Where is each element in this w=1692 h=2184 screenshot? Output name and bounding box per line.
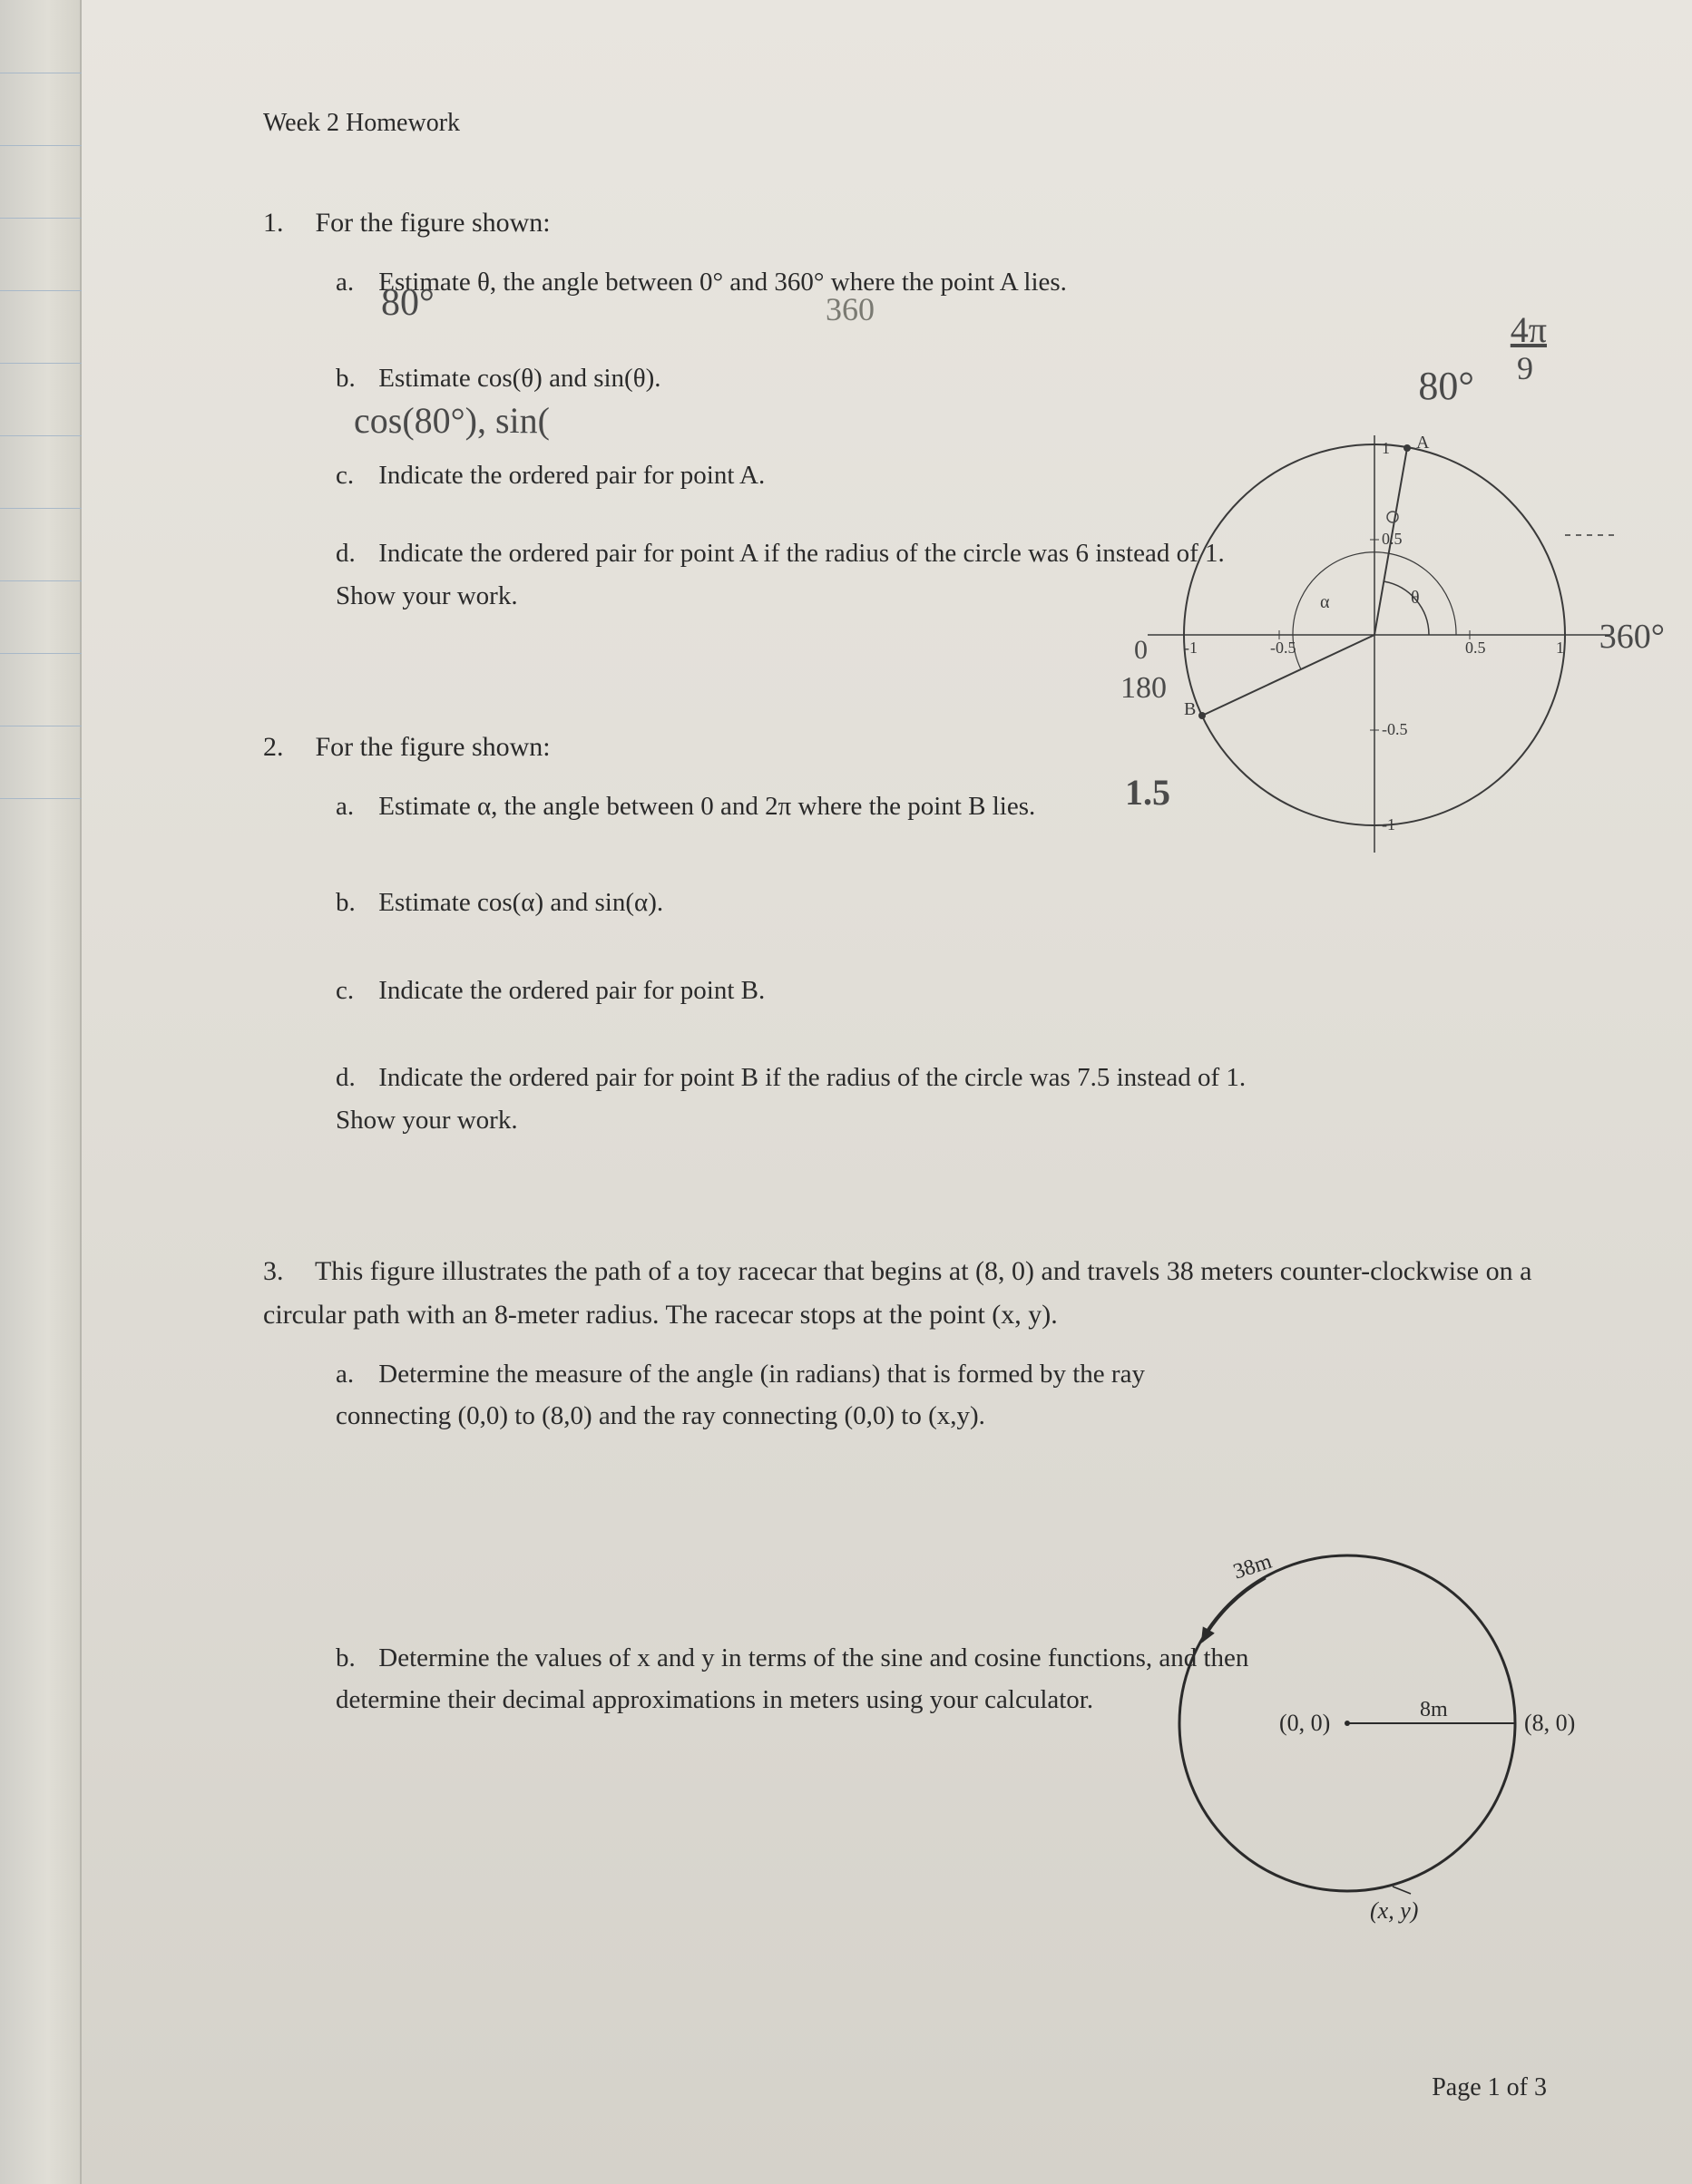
q2a-text: Estimate α, the angle between 0 and 2π w… xyxy=(378,792,1035,821)
q3a-letter: a. xyxy=(336,1353,372,1395)
q1b: b. Estimate cos(θ) and sin(θ). xyxy=(336,357,1261,399)
q3b-text: Determine the values of x and y in terms… xyxy=(336,1643,1248,1714)
svg-text:8m: 8m xyxy=(1420,1698,1448,1721)
q2c-letter: c. xyxy=(336,970,372,1011)
handwriting-80deg-2: 80° xyxy=(1418,363,1474,409)
q1-number: 1. xyxy=(263,201,308,245)
svg-text:θ: θ xyxy=(1411,588,1420,608)
unit-circle-svg: -1 -0.5 0.5 1 1 0.5 -0.5 -1 A θ B xyxy=(1120,426,1628,880)
svg-text:(x, y): (x, y) xyxy=(1370,1897,1418,1924)
svg-text:-0.5: -0.5 xyxy=(1270,639,1296,657)
ruled-lines xyxy=(0,0,82,2184)
q1d-letter: d. xyxy=(336,532,372,574)
svg-text:-1: -1 xyxy=(1382,815,1395,834)
q2-stem: For the figure shown: xyxy=(316,732,551,762)
handwriting-cos-sin: cos(80°), sin( xyxy=(354,399,550,442)
svg-text:-1: -1 xyxy=(1184,639,1198,657)
q2c-text: Indicate the ordered pair for point B. xyxy=(378,976,765,1005)
racecar-circle-figure: (0, 0) 8m (8, 0) 38m (x, y) xyxy=(1148,1524,1592,1941)
q1d-text: Indicate the ordered pair for point A if… xyxy=(336,539,1225,609)
handwriting-360: 360 xyxy=(826,290,875,328)
q2d-letter: d. xyxy=(336,1057,372,1098)
svg-text:1: 1 xyxy=(1382,439,1390,457)
svg-text:1: 1 xyxy=(1556,639,1564,657)
handwriting-9: 9 xyxy=(1517,349,1533,387)
page-title: Week 2 Homework xyxy=(263,109,1583,138)
q1b-letter: b. xyxy=(336,357,372,399)
q2d-text: Indicate the ordered pair for point B if… xyxy=(336,1063,1246,1134)
q1c-letter: c. xyxy=(336,454,372,496)
q3a-text: Determine the measure of the angle (in r… xyxy=(336,1360,1145,1430)
q2b-letter: b. xyxy=(336,882,372,923)
handwriting-4pi: 4π xyxy=(1511,308,1547,351)
q2b-text: Estimate cos(α) and sin(α). xyxy=(378,888,663,917)
q2c: c. Indicate the ordered pair for point B… xyxy=(336,970,1261,1011)
svg-text:-0.5: -0.5 xyxy=(1382,720,1408,738)
svg-text:(8, 0): (8, 0) xyxy=(1524,1710,1575,1736)
svg-text:(0, 0): (0, 0) xyxy=(1279,1710,1330,1736)
q1-stem: For the figure shown: xyxy=(316,208,551,238)
q1a: a. Estimate θ, the angle between 0° and … xyxy=(336,261,1261,303)
question-2: 2. For the figure shown: a. Estimate α, … xyxy=(263,726,1261,1141)
handwriting-80deg: 80° xyxy=(381,281,435,325)
q1a-text: Estimate θ, the angle between 0° and 360… xyxy=(378,268,1067,297)
svg-text:38m: 38m xyxy=(1230,1550,1275,1584)
svg-text:B: B xyxy=(1184,699,1196,719)
q1c-text: Indicate the ordered pair for point A. xyxy=(378,461,765,490)
q2b: b. Estimate cos(α) and sin(α). xyxy=(336,882,1261,923)
q3-stem: This figure illustrates the path of a to… xyxy=(263,1256,1531,1330)
worksheet-page: Week 2 Homework 1. For the figure shown:… xyxy=(82,0,1692,2184)
q3-number: 3. xyxy=(263,1250,308,1293)
svg-text:α: α xyxy=(1320,592,1330,612)
q3a: a. Determine the measure of the angle (i… xyxy=(336,1353,1243,1438)
q1b-text: Estimate cos(θ) and sin(θ). xyxy=(378,364,660,393)
svg-text:A: A xyxy=(1416,433,1430,453)
notebook-margin xyxy=(0,0,82,2184)
racecar-svg: (0, 0) 8m (8, 0) 38m (x, y) xyxy=(1148,1524,1592,1941)
unit-circle-figure: -1 -0.5 0.5 1 1 0.5 -0.5 -1 A θ B xyxy=(1120,426,1628,880)
q2-number: 2. xyxy=(263,726,308,769)
q1a-letter: a. xyxy=(336,261,372,303)
q2d: d. Indicate the ordered pair for point B… xyxy=(336,1057,1261,1141)
page-number: Page 1 of 3 xyxy=(1432,2073,1547,2102)
q3b-letter: b. xyxy=(336,1637,372,1679)
svg-text:0.5: 0.5 xyxy=(1465,639,1486,657)
q2a-letter: a. xyxy=(336,785,372,827)
